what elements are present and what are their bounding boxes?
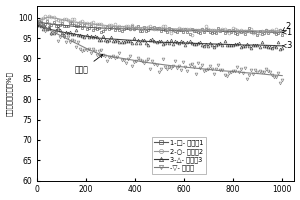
Text: 1: 1 [283, 28, 291, 37]
Text: 对比例: 对比例 [75, 55, 103, 75]
Legend: 1-□- 实施外1, 2-○- 实施外2, 3-△- 实施外3, -▽- 对比例: 1-□- 实施外1, 2-○- 实施外2, 3-△- 实施外3, -▽- 对比例 [152, 137, 206, 174]
Text: 3: 3 [283, 41, 291, 50]
Y-axis label: 放电容量保持率（%）: 放电容量保持率（%） [6, 71, 12, 116]
Text: 2: 2 [283, 22, 291, 31]
